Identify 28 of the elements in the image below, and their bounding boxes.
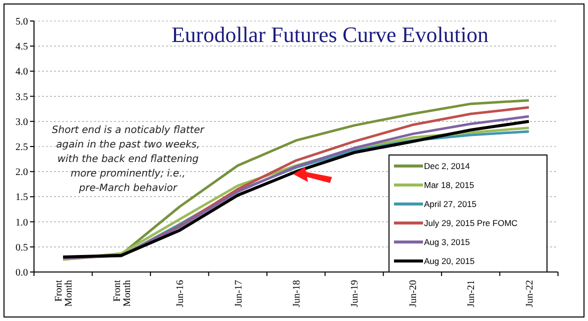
y-tick-label: 2.0 [16,167,28,178]
x-tick-label: Front Month [112,280,133,307]
y-tick-label: 1.5 [16,192,28,204]
x-tick-label: Jun-20 [408,280,419,308]
x-tick-label: Jun-19 [350,280,361,308]
y-tick-label: 4.0 [16,66,28,78]
y-tick-label: 1.0 [16,217,28,228]
chart-title: Eurodollar Futures Curve Evolution [171,22,489,47]
x-tick-label: Jun-21 [466,280,478,308]
y-tick-label: 0.0 [16,268,28,278]
legend-label: April 27, 2015 [424,198,477,209]
x-tick-label: Jun-22 [524,280,536,308]
x-tick-label: Front Month [54,280,75,307]
annotation: Short end is a noticably flatter again in the past two weeks, with the back end flattening more prominently; i.e., pre-March behavior [52,125,205,194]
legend-label: Mar 18, 2015 [424,180,474,190]
y-tick-label: 3.5 [16,92,28,103]
y-tick-label: 3.0 [16,116,28,128]
x-tick-label: Jun-16 [175,280,186,308]
legend-label: Dec 2, 2014 [424,160,470,171]
legend-label: Aug 20, 2015 [424,256,475,266]
x-tick-label: Jun-17 [233,280,244,308]
y-tick-label: 2.5 [16,142,28,153]
legend-label: Aug 3, 2015 [424,236,470,247]
x-tick-label: Jun-18 [292,280,302,308]
y-tick-label: 0.5 [16,242,28,254]
y-tick-label: 4.5 [16,42,28,53]
y-tick-label: 5.0 [16,16,28,28]
legend-label: July 29, 2015 Pre FOMC [424,218,518,228]
